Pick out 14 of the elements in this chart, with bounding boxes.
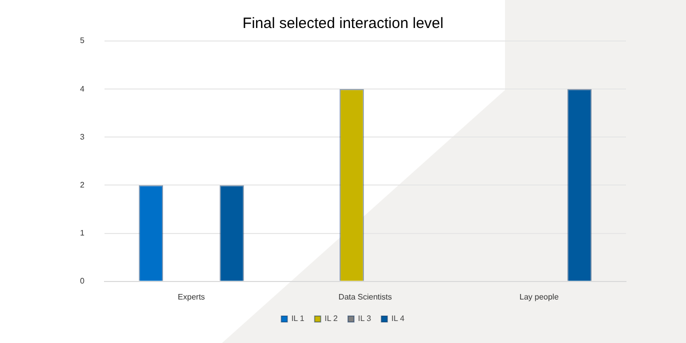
legend-label: IL 4	[391, 314, 405, 324]
x-tick-label: Experts	[178, 292, 205, 302]
legend-label: IL 1	[291, 314, 305, 324]
y-tick-label: 2	[80, 180, 85, 190]
y-tick-label: 5	[80, 36, 85, 46]
x-tick-label: Lay people	[519, 292, 560, 302]
legend-label: IL 3	[358, 314, 372, 324]
legend-label: IL 2	[324, 314, 338, 324]
y-tick-label: 3	[80, 132, 85, 142]
y-tick-label: 4	[80, 84, 85, 94]
x-tick-label: Data Scientists	[338, 292, 392, 302]
chart-title: Final selected interaction level	[242, 15, 444, 32]
y-tick-label: 1	[80, 228, 85, 238]
y-tick-label: 0	[80, 276, 85, 286]
